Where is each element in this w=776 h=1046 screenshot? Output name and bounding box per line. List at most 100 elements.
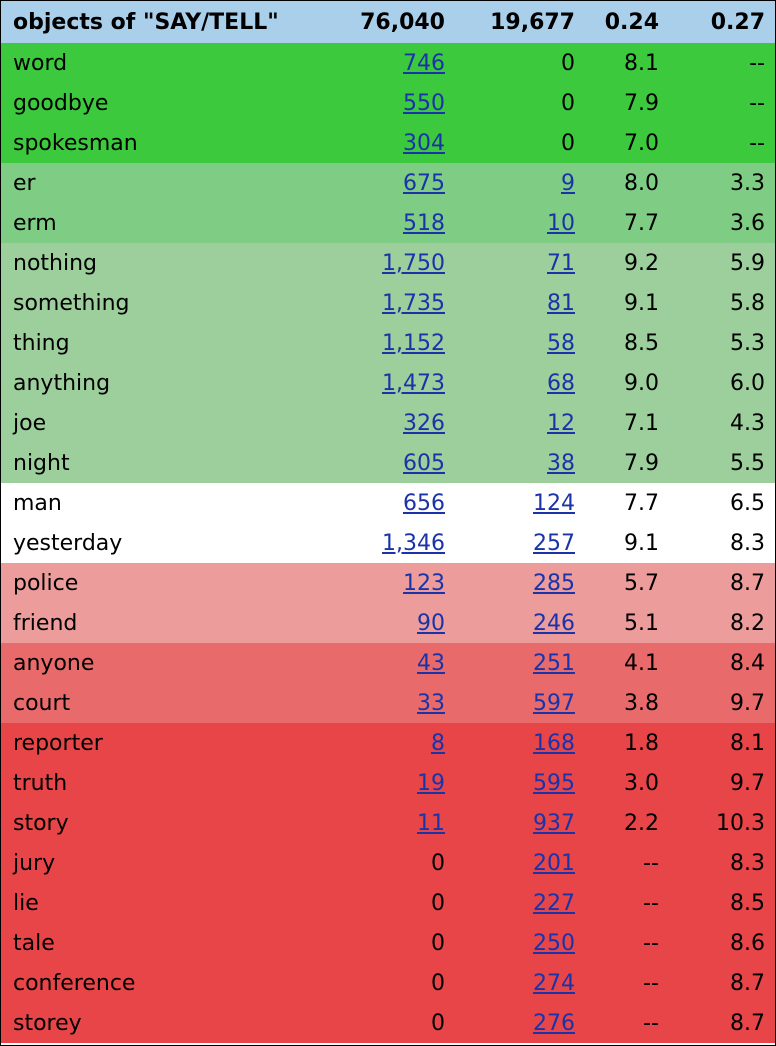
count-b-cell: 58 — [457, 323, 583, 363]
table-body: word 746 0 8.1 -- goodbye 550 0 7.9 -- spokesman 30… — [1, 43, 775, 1043]
count-b-cell: 251 — [457, 643, 583, 683]
count-b-cell-link[interactable]: 285 — [533, 570, 575, 596]
count-b-cell: 81 — [457, 283, 583, 323]
count-a-cell-link[interactable]: 746 — [403, 50, 445, 76]
count-b-cell: 937 — [457, 803, 583, 843]
score-a-cell: 7.7 — [624, 210, 659, 236]
word-cell: truth — [13, 770, 68, 796]
count-b-cell-link[interactable]: 10 — [547, 210, 575, 236]
score-a-cell: 7.9 — [624, 90, 659, 116]
count-a-cell: 1,346 — [291, 523, 457, 563]
count-a-cell: 0 — [431, 890, 445, 916]
count-a-cell-link[interactable]: 1,346 — [382, 530, 445, 556]
score-b-cell: 8.7 — [730, 570, 765, 596]
count-b-cell-link[interactable]: 71 — [547, 250, 575, 276]
count-b-cell-link[interactable]: 201 — [533, 850, 575, 876]
count-b-cell: 12 — [457, 403, 583, 443]
score-a-cell: 7.0 — [624, 130, 659, 156]
count-b-cell-link[interactable]: 81 — [547, 290, 575, 316]
word-cell: something — [13, 290, 130, 316]
word-cell: jury — [13, 850, 56, 876]
table-row: tale 0 250 -- 8.6 — [1, 923, 775, 963]
score-b-cell: 5.5 — [730, 450, 765, 476]
count-a-cell-link[interactable]: 8 — [431, 730, 445, 756]
count-a-cell-link[interactable]: 326 — [403, 410, 445, 436]
count-a-cell-link[interactable]: 1,473 — [382, 370, 445, 396]
count-b-cell-link[interactable]: 595 — [533, 770, 575, 796]
count-b-cell-link[interactable]: 9 — [561, 170, 575, 196]
score-b-cell: 10.3 — [716, 810, 765, 836]
table-row: joe 326 12 7.1 4.3 — [1, 403, 775, 443]
count-b-cell-link[interactable]: 274 — [533, 970, 575, 996]
word-cell: storey — [13, 1010, 82, 1036]
count-a-cell-link[interactable]: 605 — [403, 450, 445, 476]
count-a-cell-link[interactable]: 518 — [403, 210, 445, 236]
count-a-cell: 8 — [291, 723, 457, 763]
count-b-cell-link[interactable]: 12 — [547, 410, 575, 436]
count-a-cell: 123 — [291, 563, 457, 603]
count-b-cell-link[interactable]: 250 — [533, 930, 575, 956]
word-cell: court — [13, 690, 71, 716]
count-a-cell-link[interactable]: 304 — [403, 130, 445, 156]
count-b-cell: 71 — [457, 243, 583, 283]
header-row: objects of "SAY/TELL" 76,040 19,677 0.24… — [1, 1, 775, 43]
count-b-cell-link[interactable]: 38 — [547, 450, 575, 476]
count-b-cell: 274 — [457, 963, 583, 1003]
count-b-cell-link[interactable]: 251 — [533, 650, 575, 676]
table-row: friend 90 246 5.1 8.2 — [1, 603, 775, 643]
count-a-cell-link[interactable]: 550 — [403, 90, 445, 116]
word-cell: story — [13, 810, 69, 836]
table-row: anyone 43 251 4.1 8.4 — [1, 643, 775, 683]
count-a-cell-link[interactable]: 1,735 — [382, 290, 445, 316]
count-a-cell-link[interactable]: 11 — [417, 810, 445, 836]
count-a-cell-link[interactable]: 19 — [417, 770, 445, 796]
header-label: objects of "SAY/TELL" — [1, 1, 291, 43]
count-a-cell: 11 — [291, 803, 457, 843]
count-a-cell-link[interactable]: 43 — [417, 650, 445, 676]
count-b-cell-link[interactable]: 937 — [533, 810, 575, 836]
count-a-cell-link[interactable]: 123 — [403, 570, 445, 596]
count-b-cell: 0 — [561, 50, 575, 76]
score-a-cell: 2.2 — [624, 810, 659, 836]
table-row: jury 0 201 -- 8.3 — [1, 843, 775, 883]
count-a-cell-link[interactable]: 33 — [417, 690, 445, 716]
count-b-cell-link[interactable]: 68 — [547, 370, 575, 396]
count-b-cell-link[interactable]: 58 — [547, 330, 575, 356]
count-b-cell: 9 — [457, 163, 583, 203]
count-a-cell-link[interactable]: 656 — [403, 490, 445, 516]
count-b-cell-link[interactable]: 124 — [533, 490, 575, 516]
word-cell: anyone — [13, 650, 95, 676]
count-b-cell-link[interactable]: 597 — [533, 690, 575, 716]
count-a-cell-link[interactable]: 1,750 — [382, 250, 445, 276]
header-total-b: 19,677 — [457, 1, 583, 43]
count-b-cell-link[interactable]: 227 — [533, 890, 575, 916]
table-row: nothing 1,750 71 9.2 5.9 — [1, 243, 775, 283]
score-b-cell: 3.6 — [730, 210, 765, 236]
word-cell: thing — [13, 330, 70, 356]
count-a-cell-link[interactable]: 675 — [403, 170, 445, 196]
word-cell: conference — [13, 970, 136, 996]
score-a-cell: 7.1 — [624, 410, 659, 436]
table-row: story 11 937 2.2 10.3 — [1, 803, 775, 843]
word-cell: tale — [13, 930, 55, 956]
table-row: conference 0 274 -- 8.7 — [1, 963, 775, 1003]
count-a-cell-link[interactable]: 1,152 — [382, 330, 445, 356]
count-b-cell: 595 — [457, 763, 583, 803]
word-cell: police — [13, 570, 79, 596]
score-a-cell: 3.8 — [624, 690, 659, 716]
score-a-cell: 9.0 — [624, 370, 659, 396]
count-a-cell: 0 — [431, 850, 445, 876]
count-b-cell-link[interactable]: 168 — [533, 730, 575, 756]
count-a-cell-link[interactable]: 90 — [417, 610, 445, 636]
word-cell: goodbye — [13, 90, 109, 116]
word-cell: friend — [13, 610, 78, 636]
count-b-cell-link[interactable]: 246 — [533, 610, 575, 636]
table-row: court 33 597 3.8 9.7 — [1, 683, 775, 723]
count-b-cell-link[interactable]: 257 — [533, 530, 575, 556]
score-a-cell: 8.5 — [624, 330, 659, 356]
score-a-cell: 5.7 — [624, 570, 659, 596]
score-b-cell: -- — [749, 90, 765, 116]
table-row: man 656 124 7.7 6.5 — [1, 483, 775, 523]
count-b-cell-link[interactable]: 276 — [533, 1010, 575, 1036]
